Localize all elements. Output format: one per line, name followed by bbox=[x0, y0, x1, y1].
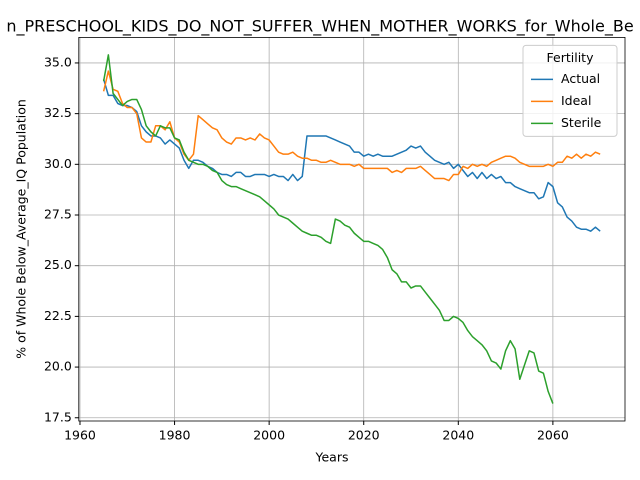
y-axis-label: % of Whole Below_Average_IQ Population bbox=[14, 99, 29, 359]
x-tick-label: 1980 bbox=[159, 428, 191, 443]
y-tick-label: 20.0 bbox=[44, 359, 72, 374]
y-tick-label: 27.5 bbox=[44, 207, 72, 222]
y-tick-label: 30.0 bbox=[44, 156, 72, 171]
legend-label: Sterile bbox=[561, 115, 602, 130]
data-line bbox=[102, 78, 601, 232]
y-tick-label: 22.5 bbox=[44, 308, 72, 323]
legend-label: Actual bbox=[561, 71, 600, 86]
x-tick-label: 2000 bbox=[253, 428, 285, 443]
y-tick-label: 35.0 bbox=[44, 54, 72, 69]
y-tick-label: 25.0 bbox=[44, 257, 72, 272]
x-tick-label: 2020 bbox=[348, 428, 380, 443]
y-tick-label: 17.5 bbox=[44, 409, 72, 424]
y-tick-label: 32.5 bbox=[44, 105, 72, 120]
legend-box bbox=[522, 44, 618, 137]
axes-frame bbox=[78, 37, 626, 422]
legend-title: Fertility bbox=[547, 50, 595, 65]
x-tick-label: 1960 bbox=[64, 428, 96, 443]
x-axis-label: Years bbox=[315, 450, 349, 465]
chart-title: n_PRESCHOOL_KIDS_DO_NOT_SUFFER_WHEN_MOTH… bbox=[6, 17, 633, 37]
data-line bbox=[102, 54, 554, 404]
x-tick-label: 2040 bbox=[442, 428, 474, 443]
legend-label: Ideal bbox=[561, 93, 591, 108]
x-tick-label: 2060 bbox=[537, 428, 569, 443]
